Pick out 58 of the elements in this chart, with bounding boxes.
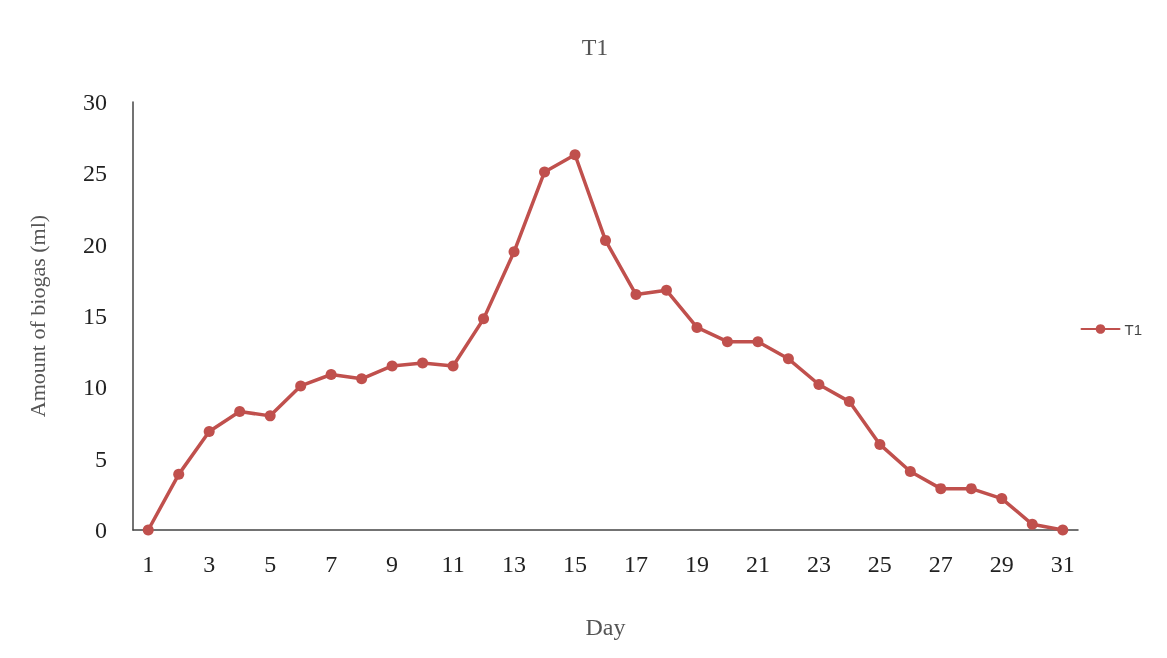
y-axis-title: Amount of biogas (ml)	[24, 214, 50, 418]
y-tick-label: 5	[95, 445, 107, 472]
x-tick-label: 15	[563, 551, 588, 577]
point	[417, 357, 429, 369]
x-tick-label: 27	[928, 551, 953, 577]
point	[874, 438, 886, 450]
point	[264, 410, 276, 422]
point	[965, 483, 977, 495]
x-tick-label: 19	[684, 551, 709, 577]
y-tick-label: 10	[83, 374, 107, 401]
point	[691, 321, 703, 333]
x-tick-label: 9	[386, 551, 399, 577]
y-tick-label: 20	[83, 231, 107, 258]
point	[508, 246, 520, 258]
point	[295, 380, 307, 392]
x-tick-label: 5	[264, 551, 277, 577]
x-tick-label: 11	[441, 551, 465, 577]
y-tick-label: 25	[83, 160, 107, 187]
point	[173, 468, 185, 480]
point	[478, 313, 490, 325]
point	[752, 336, 764, 348]
x-tick-label: 31	[1050, 551, 1075, 577]
point	[843, 396, 855, 408]
x-tick-label: 25	[867, 551, 892, 577]
point	[996, 493, 1008, 505]
point	[904, 466, 916, 477]
point	[630, 289, 642, 301]
x-tick-label: 21	[745, 551, 770, 577]
chart-title: T1	[581, 34, 609, 60]
x-tick-label: 7	[325, 551, 338, 577]
y-tick-label: 0	[95, 517, 107, 543]
y-tick-label: 15	[83, 303, 107, 329]
y-tick-label: 30	[83, 89, 107, 115]
point	[203, 426, 215, 438]
x-axis-title: Day	[585, 614, 626, 640]
point	[447, 360, 459, 372]
legend-label: T1	[1124, 320, 1143, 338]
point	[782, 353, 794, 365]
point	[325, 369, 337, 380]
point	[813, 378, 825, 390]
point	[600, 234, 611, 246]
x-tick-label: 13	[502, 551, 527, 577]
point	[142, 524, 154, 536]
x-tick-label: 17	[623, 551, 648, 577]
point	[1057, 524, 1069, 536]
point	[356, 373, 368, 385]
point	[386, 360, 398, 372]
point	[935, 483, 947, 495]
x-tick-label: 23	[806, 551, 831, 577]
point	[1026, 518, 1038, 530]
x-tick-label: 1	[142, 551, 155, 577]
x-tick-label: 3	[203, 551, 216, 577]
x-tick-label: 29	[989, 551, 1014, 577]
point	[721, 336, 733, 348]
point	[660, 284, 672, 296]
point	[234, 406, 246, 418]
point	[539, 166, 551, 178]
point	[569, 149, 581, 161]
